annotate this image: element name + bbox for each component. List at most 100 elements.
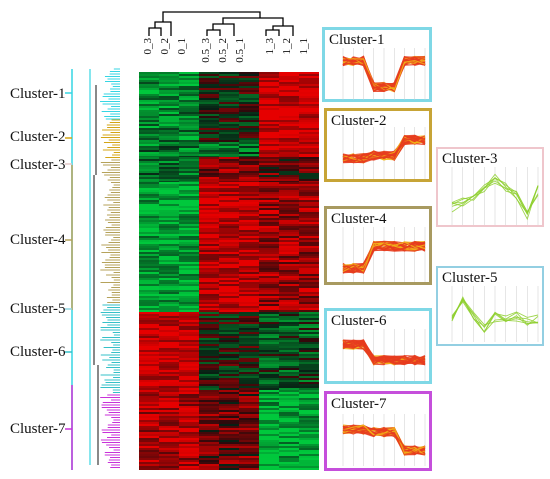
heatmap-cell <box>219 236 239 238</box>
heatmap-cell <box>179 456 199 458</box>
heatmap-cell <box>139 134 159 136</box>
heatmap-cell <box>139 468 159 470</box>
heatmap-cell <box>139 298 159 300</box>
heatmap-cell <box>159 308 179 310</box>
heatmap-cell <box>199 210 219 212</box>
heatmap-cell <box>239 374 259 376</box>
cluster-panel: Cluster-6 <box>324 308 432 384</box>
heatmap-cell <box>219 175 239 177</box>
heatmap-cell <box>179 396 199 398</box>
heatmap-cell <box>199 220 219 222</box>
heatmap-cell <box>199 294 219 296</box>
heatmap-cell <box>259 428 279 430</box>
heatmap-cell <box>299 392 319 394</box>
heatmap-cell <box>179 250 199 252</box>
profile-line <box>342 427 426 456</box>
heatmap-cell <box>159 386 179 388</box>
heatmap-cell <box>199 268 219 270</box>
heatmap-cell <box>139 144 159 146</box>
heatmap-cell <box>259 136 279 138</box>
heatmap-cell <box>299 214 319 216</box>
heatmap-cell <box>279 300 299 302</box>
heatmap-cell <box>179 264 199 266</box>
heatmap-cell <box>279 376 299 378</box>
heatmap-cell <box>259 324 279 326</box>
heatmap-cell <box>239 422 259 424</box>
heatmap-cell <box>239 460 259 462</box>
heatmap-cell <box>219 92 239 94</box>
heatmap-cell <box>139 462 159 464</box>
heatmap-cell <box>279 338 299 340</box>
heatmap-cell <box>199 260 219 262</box>
heatmap-cell <box>259 398 279 400</box>
heatmap-cell <box>219 426 239 428</box>
heatmap-cell <box>179 260 199 262</box>
heatmap-cell <box>299 157 319 159</box>
heatmap-cell <box>279 194 299 196</box>
heatmap-cell <box>179 90 199 92</box>
heatmap-cell <box>159 374 179 376</box>
heatmap-cell <box>139 108 159 110</box>
heatmap-cell <box>179 124 199 126</box>
heatmap-cell <box>179 198 199 200</box>
heatmap-cell <box>239 324 259 326</box>
heatmap-cell <box>299 86 319 88</box>
heatmap-cell <box>299 294 319 296</box>
heatmap-cell <box>199 198 219 200</box>
heatmap-cell <box>199 404 219 406</box>
heatmap-cell <box>179 432 199 434</box>
heatmap-cell <box>219 220 239 222</box>
heatmap-cell <box>179 118 199 120</box>
heatmap-cell <box>139 210 159 212</box>
heatmap-cell <box>159 350 179 352</box>
heatmap-cell <box>259 410 279 412</box>
heatmap-cell <box>179 122 199 124</box>
heatmap-cell <box>139 100 159 102</box>
profile-line <box>342 241 426 274</box>
heatmap-cell <box>179 182 199 184</box>
heatmap-cell <box>199 396 219 398</box>
heatmap-cell <box>179 132 199 134</box>
heatmap-cell <box>139 252 159 254</box>
heatmap-cell <box>239 234 259 236</box>
heatmap-cell <box>199 92 219 94</box>
heatmap-cell <box>179 212 199 214</box>
heatmap-cell <box>239 462 259 464</box>
heatmap-cell <box>239 286 259 288</box>
heatmap-cell <box>179 76 199 78</box>
heatmap-cell <box>199 182 219 184</box>
heatmap-cell <box>299 388 319 390</box>
row-cluster-label: Cluster-6 <box>10 344 66 360</box>
heatmap-cell <box>159 188 179 190</box>
heatmap-cell <box>259 462 279 464</box>
heatmap-cell <box>279 416 299 418</box>
profile-line <box>342 425 426 455</box>
heatmap-cell <box>299 384 319 386</box>
heatmap-cell <box>199 334 219 336</box>
heatmap-cell <box>299 104 319 106</box>
heatmap-cell <box>159 186 179 188</box>
heatmap-cell <box>239 260 259 262</box>
heatmap-cell <box>279 110 299 112</box>
heatmap-cell <box>159 398 179 400</box>
heatmap-cell <box>239 74 259 76</box>
heatmap-cell <box>199 278 219 280</box>
heatmap-cell <box>219 410 239 412</box>
heatmap-cell <box>279 284 299 286</box>
heatmap-cell <box>299 150 319 152</box>
heatmap-cell <box>179 400 199 402</box>
heatmap-cell <box>219 234 239 236</box>
heatmap-cell <box>239 194 259 196</box>
heatmap-cell <box>159 96 179 98</box>
heatmap-cell <box>199 462 219 464</box>
heatmap-cell <box>219 98 239 100</box>
heatmap-cell <box>299 220 319 222</box>
heatmap-cell <box>299 280 319 282</box>
heatmap-cell <box>219 154 239 156</box>
heatmap-cell <box>199 280 219 282</box>
heatmap-cell <box>219 190 239 192</box>
profile-line <box>451 297 539 333</box>
heatmap-cell <box>219 146 239 148</box>
heatmap-cell <box>279 242 299 244</box>
heatmap-cell <box>239 216 259 218</box>
